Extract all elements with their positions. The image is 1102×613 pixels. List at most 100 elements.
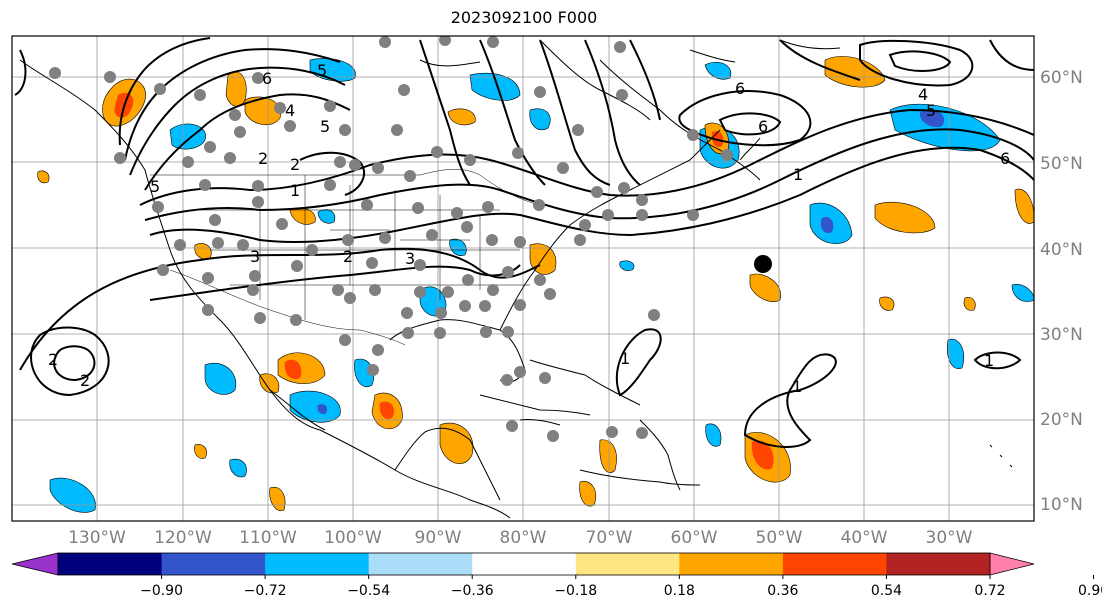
colorbar-cell	[679, 553, 784, 575]
contour-label: 1	[792, 377, 802, 396]
colorbar-tick-label: 0.54	[871, 583, 902, 599]
colorbar-tick-label: 0.18	[664, 583, 695, 599]
negative-anomaly	[289, 390, 341, 423]
contour-label: 1	[984, 351, 994, 370]
negative-anomaly-core	[919, 110, 945, 128]
contour-label: 6	[262, 69, 272, 88]
positive-anomaly	[874, 201, 936, 234]
negative-anomaly	[619, 260, 635, 271]
map-frame	[11, 35, 1035, 522]
negative-anomaly	[49, 477, 96, 513]
colorbar-tick-label: −0.18	[554, 583, 597, 599]
anomaly-fills	[37, 56, 1034, 513]
station-markers	[49, 36, 733, 442]
negative-anomaly-core	[820, 216, 834, 234]
negative-anomaly	[169, 123, 206, 150]
negative-anomaly	[704, 61, 732, 80]
positive-anomaly	[824, 56, 886, 88]
colorbar-tick-label: 0.36	[767, 583, 798, 599]
chart-title: 2023092100 F000	[450, 8, 598, 27]
lon-label: 70°W	[586, 528, 633, 548]
contour-label: 5	[150, 177, 160, 196]
colorbar-tick-label: −0.72	[244, 583, 287, 599]
contours	[14, 37, 1034, 448]
latitude-labels: 10°N 20°N 30°N 40°N 50°N 60°N	[1040, 68, 1083, 515]
lon-label: 130°W	[68, 528, 126, 548]
contour-label: 6	[1000, 149, 1010, 168]
lon-label: 60°W	[671, 528, 718, 548]
negative-anomaly	[204, 363, 237, 395]
positive-anomaly	[447, 108, 476, 126]
lat-label: 10°N	[1040, 495, 1083, 515]
lon-label: 110°W	[239, 528, 297, 548]
colorbar-arrow-right	[989, 552, 1035, 576]
colorbar: −0.90 −0.72 −0.54 −0.36 −0.18 0.18 0.36 0.54 0.7…	[11, 552, 1102, 599]
negative-anomaly	[469, 72, 521, 101]
positive-anomaly	[879, 296, 895, 311]
contour-label: 6	[758, 117, 768, 136]
contour-label: 1	[793, 165, 803, 184]
colorbar-tick-label: 0.72	[974, 583, 1005, 599]
contour-label: 2	[258, 149, 268, 168]
contour-label: 5	[317, 61, 327, 80]
positive-anomaly	[37, 170, 50, 184]
colorbar-cell	[58, 553, 163, 575]
graticule	[12, 36, 1034, 521]
colorbar-cell	[161, 553, 266, 575]
lon-label: 90°W	[415, 528, 462, 548]
lat-label: 50°N	[1040, 154, 1083, 174]
positive-anomaly	[749, 273, 782, 302]
colorbar-tick-label: −0.90	[140, 583, 183, 599]
lon-label: 80°W	[500, 528, 547, 548]
positive-anomaly	[963, 297, 976, 311]
negative-anomaly-core	[317, 404, 328, 415]
lon-label: 120°W	[154, 528, 212, 548]
colorbar-cell	[368, 553, 473, 575]
positive-anomaly	[1014, 188, 1034, 224]
contour-label: 3	[405, 249, 415, 268]
lat-label: 30°N	[1040, 325, 1083, 345]
contour-label: 5	[320, 117, 330, 136]
positive-anomaly	[259, 373, 280, 394]
contour-label: 4	[285, 101, 295, 120]
contour-label: 1	[290, 181, 300, 200]
lon-label: 50°W	[756, 528, 803, 548]
lon-label: 30°W	[926, 528, 973, 548]
contour-labels: 6 6 6 5 5 5 4 4 3 3 2 2 2 2 1 1 1 1 1 6 …	[48, 61, 1010, 396]
contour-label: 2	[48, 350, 58, 369]
lat-label: 60°N	[1040, 68, 1083, 88]
contour-label: 2	[80, 371, 90, 390]
positive-anomaly	[244, 96, 281, 126]
colorbar-cell	[782, 553, 887, 575]
black-marker	[754, 255, 772, 273]
lon-label: 100°W	[324, 528, 382, 548]
contour-label: 1	[620, 349, 630, 368]
positive-anomaly-core	[284, 359, 302, 380]
negative-anomaly	[317, 209, 336, 224]
colorbar-cell	[265, 553, 370, 575]
contour-label: 3	[250, 247, 260, 266]
colorbar-outline	[57, 552, 991, 576]
negative-anomaly	[529, 108, 551, 131]
colorbar-tick-label: −0.54	[347, 583, 390, 599]
lon-label: 40°W	[841, 528, 888, 548]
negative-anomaly	[1011, 284, 1034, 302]
negative-anomaly	[705, 423, 722, 447]
positive-anomaly-core	[379, 401, 395, 420]
longitude-labels: 130°W 120°W 110°W 100°W 90°W 80°W 70°W 6…	[68, 528, 973, 548]
contour-label: 2	[343, 247, 353, 266]
lat-label: 20°N	[1040, 410, 1083, 430]
colorbar-tick-label: −0.36	[451, 583, 494, 599]
colorbar-arrow-left	[11, 552, 59, 576]
colorbar-cell	[886, 553, 991, 575]
contour-label: 5	[926, 101, 936, 120]
colorbar-cell	[472, 553, 577, 575]
negative-anomaly	[947, 338, 965, 369]
contour-label: 4	[918, 85, 928, 104]
positive-anomaly	[439, 422, 474, 464]
colorbar-cell	[575, 553, 680, 575]
colorbar-tick-label: 0.90	[1078, 583, 1102, 599]
positive-anomaly	[194, 444, 207, 459]
lat-label: 40°N	[1040, 240, 1083, 260]
